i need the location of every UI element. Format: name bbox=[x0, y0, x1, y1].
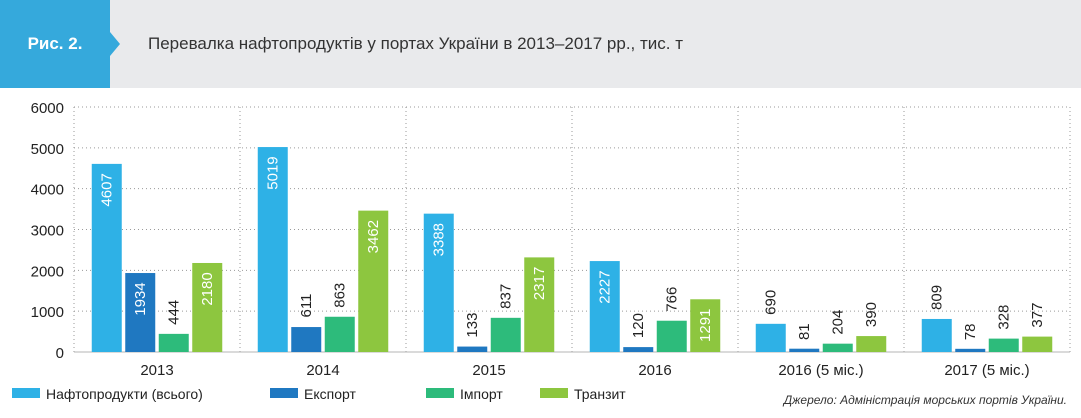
data-label: 1291 bbox=[697, 309, 714, 342]
y-tick-label: 2000 bbox=[31, 263, 64, 280]
data-label: 81 bbox=[796, 323, 813, 340]
bar bbox=[690, 299, 721, 352]
legend-label: Імпорт bbox=[460, 386, 503, 402]
bar bbox=[988, 338, 1019, 352]
data-label: 2227 bbox=[597, 270, 614, 303]
data-label: 3388 bbox=[431, 223, 448, 256]
bar bbox=[856, 336, 887, 352]
bar bbox=[423, 213, 454, 352]
bar bbox=[324, 316, 355, 352]
y-tick-label: 6000 bbox=[31, 100, 64, 117]
bar bbox=[755, 323, 786, 352]
data-label: 863 bbox=[332, 283, 349, 308]
data-label: 444 bbox=[166, 300, 183, 325]
bar bbox=[291, 327, 322, 352]
bar bbox=[656, 320, 687, 352]
data-label: 78 bbox=[962, 323, 979, 340]
data-label: 390 bbox=[863, 302, 880, 327]
bar bbox=[358, 210, 389, 352]
legend-swatch bbox=[426, 388, 454, 398]
bar-chart: 0 1000 2000 3000 4000 5000 6000 4607 1934 444 2180… bbox=[12, 100, 1071, 402]
data-label: 204 bbox=[830, 310, 847, 335]
bar bbox=[955, 348, 986, 352]
y-tick-label: 5000 bbox=[31, 141, 64, 158]
bar bbox=[457, 346, 488, 352]
data-label: 690 bbox=[763, 290, 780, 315]
legend-swatch bbox=[270, 388, 298, 398]
source-note: Джерело: Адміністрація морських портів У… bbox=[783, 393, 1067, 407]
x-tick-label: 2013 bbox=[140, 362, 173, 379]
bar bbox=[524, 257, 555, 352]
data-label: 377 bbox=[1029, 303, 1046, 328]
y-tick-label: 4000 bbox=[31, 182, 64, 199]
bar bbox=[589, 261, 620, 352]
y-tick-label: 3000 bbox=[31, 223, 64, 240]
bar bbox=[91, 163, 122, 352]
bar bbox=[623, 347, 654, 352]
data-label: 133 bbox=[464, 313, 481, 338]
legend-label: Експорт bbox=[304, 386, 356, 402]
figure-badge: Рис. 2. bbox=[0, 0, 110, 88]
x-tick-label: 2015 bbox=[472, 362, 505, 379]
chart-area: 0 1000 2000 3000 4000 5000 6000 4607 1934 444 2180… bbox=[0, 88, 1081, 413]
data-label: 120 bbox=[630, 313, 647, 338]
data-label: 2180 bbox=[199, 272, 216, 305]
data-label: 3462 bbox=[365, 220, 382, 253]
x-tick-label: 2016 (5 міс.) bbox=[778, 362, 863, 379]
data-label: 611 bbox=[298, 294, 315, 318]
bar bbox=[125, 273, 156, 352]
data-label: 328 bbox=[996, 305, 1013, 330]
bar bbox=[490, 317, 521, 352]
data-label: 1934 bbox=[132, 282, 149, 315]
data-label: 837 bbox=[498, 284, 515, 309]
legend-swatch bbox=[12, 388, 40, 398]
x-tick-label: 2017 (5 міс.) bbox=[944, 362, 1029, 379]
data-label: 5019 bbox=[265, 156, 282, 189]
y-tick-label: 0 bbox=[56, 345, 64, 362]
figure-title: Перевалка нафтопродуктів у портах Україн… bbox=[148, 34, 684, 53]
bar bbox=[789, 348, 820, 352]
bar bbox=[257, 147, 288, 352]
header-band bbox=[0, 0, 1081, 88]
x-tick-label: 2016 bbox=[638, 362, 671, 379]
data-label: 809 bbox=[929, 285, 946, 310]
legend-label: Транзит bbox=[574, 386, 626, 402]
y-tick-label: 1000 bbox=[31, 304, 64, 321]
badge-arrow-icon bbox=[110, 32, 120, 56]
x-tick-label: 2014 bbox=[306, 362, 339, 379]
bar bbox=[192, 262, 223, 352]
data-label: 766 bbox=[664, 287, 681, 312]
legend-swatch bbox=[540, 388, 568, 398]
data-label: 4607 bbox=[99, 173, 116, 206]
bar bbox=[1022, 336, 1053, 352]
bar bbox=[921, 318, 952, 352]
bar bbox=[822, 343, 853, 352]
bar bbox=[158, 333, 189, 352]
data-label: 2317 bbox=[531, 267, 548, 300]
legend-label: Нафтопродукти (всього) bbox=[46, 386, 203, 402]
